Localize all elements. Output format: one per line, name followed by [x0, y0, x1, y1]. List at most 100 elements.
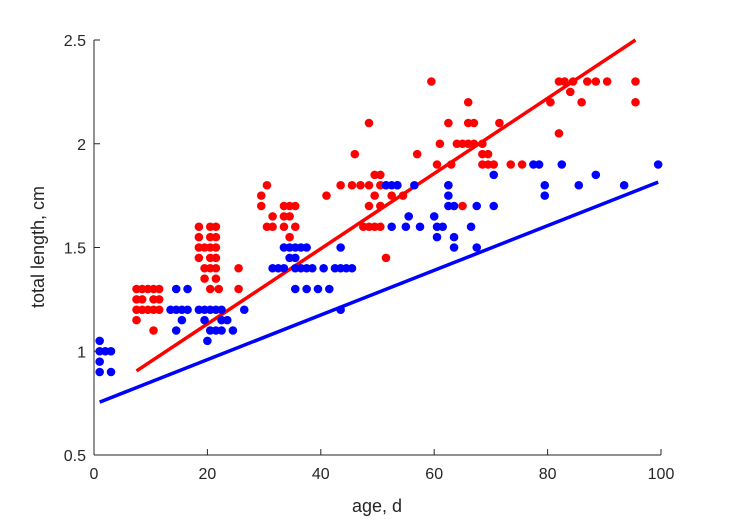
x-tick-label: 0 [90, 466, 99, 483]
data-point [285, 212, 294, 221]
data-point [132, 315, 141, 325]
data-point [432, 160, 442, 169]
data-point [546, 97, 555, 107]
x-tick-label: 80 [539, 466, 557, 483]
data-point [449, 232, 459, 242]
data-point [370, 191, 379, 200]
plot-area [95, 38, 663, 404]
data-point [557, 160, 567, 169]
data-point [376, 222, 385, 232]
data-point [106, 346, 116, 356]
data-point [171, 284, 181, 294]
data-point [356, 180, 365, 190]
data-point [591, 170, 601, 180]
data-point [268, 212, 277, 221]
data-point [200, 274, 209, 283]
data-point [591, 77, 601, 86]
data-point [222, 315, 232, 325]
data-point [171, 326, 181, 335]
data-point [534, 160, 544, 169]
data-point [444, 180, 453, 190]
data-point [444, 191, 453, 200]
data-point [412, 149, 422, 159]
data-point [313, 284, 323, 294]
data-point [631, 77, 640, 86]
data-point [489, 201, 499, 211]
y-ticks: 0.5 1 1.5 2 2.5 [64, 33, 100, 465]
data-point [429, 212, 439, 221]
data-point [279, 263, 289, 273]
data-point [211, 232, 221, 242]
data-point [239, 305, 249, 315]
data-point [653, 160, 663, 169]
data-point [472, 243, 482, 252]
data-point [211, 222, 221, 232]
data-point [432, 232, 442, 242]
data-point [149, 326, 158, 335]
data-point [214, 284, 224, 294]
data-point [435, 139, 445, 149]
data-point [602, 77, 612, 86]
data-point [302, 284, 311, 294]
data-point [619, 180, 629, 190]
data-point [381, 253, 391, 263]
data-point [290, 253, 300, 263]
data-point [194, 232, 204, 242]
data-point [336, 243, 345, 252]
data-point [290, 222, 300, 232]
data-point [387, 191, 396, 200]
y-tick-label: 2 [77, 137, 86, 154]
data-point [427, 77, 436, 86]
y-tick-label: 1.5 [64, 241, 86, 258]
data-point [387, 222, 396, 232]
data-point [540, 191, 550, 200]
y-axis-label: total length, cm [28, 186, 48, 308]
data-point [463, 97, 473, 107]
axes [93, 40, 661, 456]
data-point [495, 118, 504, 128]
data-point [194, 222, 204, 232]
data-point [106, 367, 116, 377]
data-point [415, 222, 425, 232]
data-point [194, 253, 204, 263]
data-point [347, 263, 357, 273]
fit-line [99, 180, 659, 404]
data-point [322, 191, 331, 200]
data-point [449, 201, 459, 211]
data-point [256, 201, 266, 211]
data-point [325, 284, 334, 294]
data-point [565, 87, 575, 97]
data-point [364, 180, 374, 190]
data-point [438, 222, 448, 232]
data-point [364, 201, 374, 211]
data-point [211, 274, 221, 283]
data-point [137, 295, 147, 304]
data-point [472, 201, 482, 211]
data-point [308, 263, 317, 273]
data-point [302, 243, 311, 252]
fit-line [135, 38, 637, 373]
data-point [350, 149, 360, 159]
x-tick-label: 20 [199, 466, 217, 483]
data-point [540, 180, 550, 190]
x-ticks: 0 20 40 60 80 100 [90, 449, 674, 483]
data-point [256, 191, 266, 200]
data-point [458, 201, 467, 211]
y-tick-label: 0.5 [64, 448, 86, 465]
data-point [234, 284, 243, 294]
data-point [177, 315, 187, 325]
data-point [554, 129, 564, 138]
data-point [290, 284, 300, 294]
x-tick-label: 60 [425, 466, 443, 483]
data-point [319, 263, 328, 273]
data-point [217, 305, 226, 315]
data-point [154, 305, 164, 315]
data-point [517, 160, 527, 169]
data-point [466, 222, 476, 232]
data-point [205, 284, 215, 294]
data-point [444, 118, 453, 128]
data-point [336, 180, 345, 190]
data-point [217, 326, 226, 335]
data-point [404, 212, 413, 221]
x-tick-label: 40 [312, 466, 330, 483]
